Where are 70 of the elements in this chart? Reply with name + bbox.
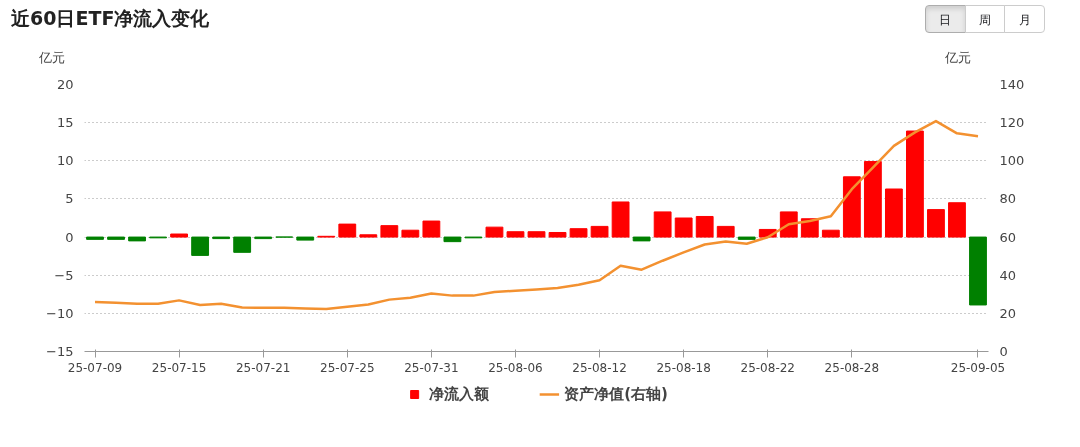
x-tick-label: 25-08-06	[488, 360, 543, 375]
bar	[695, 215, 714, 238]
bar	[674, 217, 693, 238]
bar	[86, 236, 104, 240]
bar	[527, 231, 546, 238]
y-tick-label: −5	[54, 267, 74, 283]
text: 月	[1004, 5, 1046, 33]
bar	[842, 176, 861, 238]
x-tick-label: 25-08-28	[824, 360, 880, 375]
y-tick-label: 20	[56, 77, 74, 92]
x-tick-label: 25-08-22	[740, 360, 795, 375]
y-axis-title: 亿元	[39, 49, 65, 67]
bar	[716, 225, 735, 238]
bar	[548, 231, 567, 238]
text: 周	[964, 5, 1006, 33]
bar	[737, 236, 756, 240]
y2-tick-label: 80	[999, 191, 1017, 207]
y2-tick-label: 0	[999, 344, 1008, 359]
legend-label: 净流入额	[429, 384, 490, 404]
bar	[569, 228, 588, 238]
y2-tick-label: 140	[999, 77, 1025, 92]
text: 日	[925, 5, 966, 33]
y2-tick-label: 60	[999, 229, 1017, 245]
bar	[191, 236, 210, 256]
bar	[863, 161, 882, 238]
y2-tick-label: 100	[999, 153, 1025, 169]
bar	[380, 225, 399, 238]
x-tick-label: 25-09-05	[950, 360, 1006, 375]
bar	[969, 236, 987, 306]
bar	[128, 236, 146, 242]
x-tick-label: 25-08-18	[656, 360, 711, 375]
bar	[296, 236, 315, 241]
bar	[401, 229, 420, 238]
bar	[443, 236, 462, 243]
x-tick-label: 25-07-15	[151, 360, 207, 375]
bar	[107, 236, 125, 240]
bar	[422, 220, 441, 238]
y2-tick-label: 120	[999, 115, 1025, 131]
x-tick-label: 25-07-09	[67, 360, 123, 375]
y-tick-label: −10	[46, 305, 74, 321]
x-tick-label: 25-08-12	[572, 360, 627, 375]
y2-tick-label: 40	[999, 267, 1017, 283]
bar	[506, 231, 525, 238]
bar	[884, 188, 903, 238]
y2-axis-title: 亿元	[945, 49, 971, 67]
bar	[590, 225, 609, 238]
bar	[821, 229, 840, 238]
y2-tick-label: 20	[999, 305, 1017, 321]
y-tick-label: −15	[46, 344, 74, 359]
x-tick-label: 25-07-31	[404, 360, 459, 375]
bar	[338, 223, 357, 238]
bar	[906, 130, 924, 238]
bar	[359, 234, 378, 238]
y-tick-label: 15	[56, 115, 74, 131]
bar	[948, 202, 966, 238]
bar	[485, 226, 504, 238]
y-tick-label: 0	[65, 229, 74, 245]
y-tick-label: 10	[56, 153, 74, 169]
y-tick-label: 5	[65, 191, 74, 207]
x-tick-label: 25-07-25	[320, 360, 375, 375]
bar	[170, 233, 189, 238]
bar	[611, 201, 630, 238]
x-tick-label: 25-07-21	[235, 360, 291, 375]
bar	[632, 236, 651, 242]
legend-label: 资产净值(右轴)	[564, 384, 668, 404]
chart-title: 近60日ETF净流入变化	[11, 7, 210, 29]
bar	[927, 209, 945, 238]
bar	[653, 211, 672, 238]
bar	[233, 236, 252, 253]
line-series	[93, 119, 980, 311]
